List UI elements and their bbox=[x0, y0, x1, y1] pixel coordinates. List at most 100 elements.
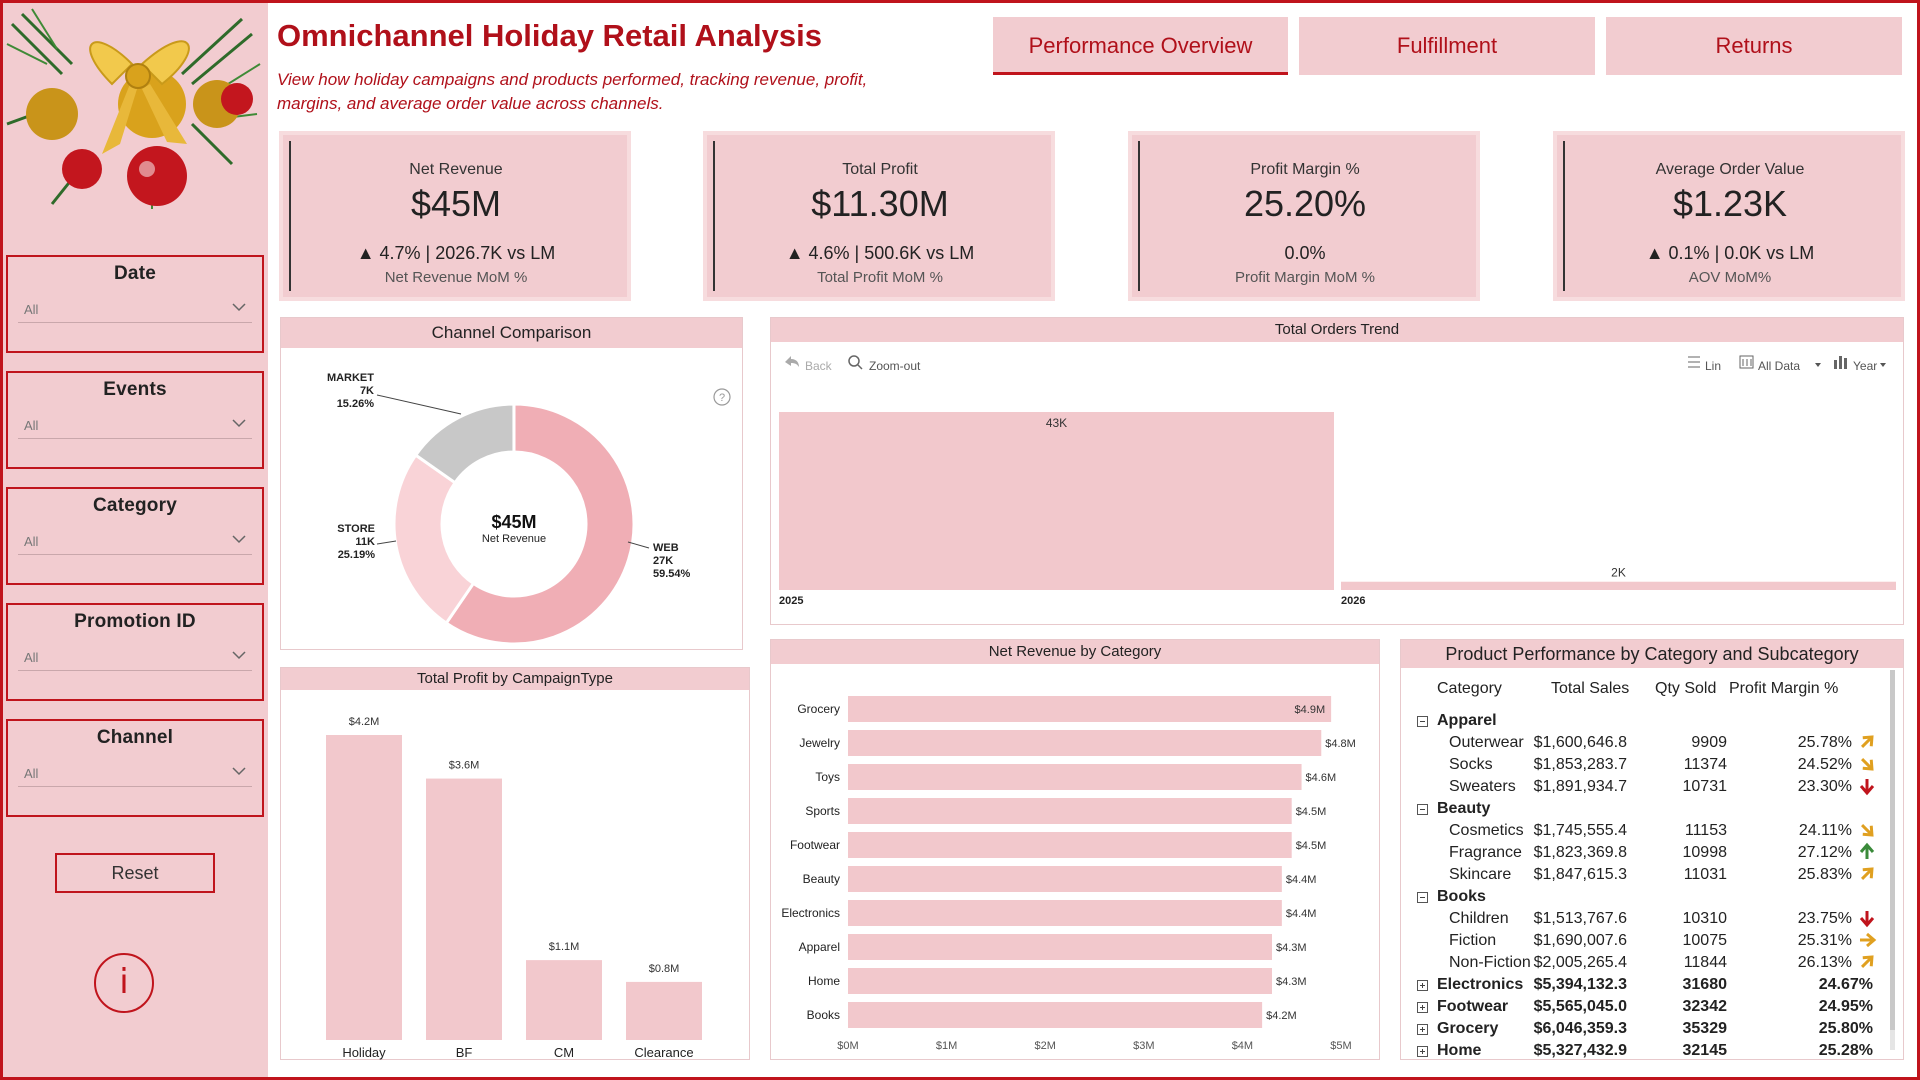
campaign-bar-cm[interactable] bbox=[526, 960, 602, 1040]
matrix-child-row[interactable]: Children $1,513,767.6 10310 23.75% bbox=[1409, 908, 1877, 930]
matrix-group-row[interactable]: Grocery $6,046,359.3 35329 25.80% bbox=[1409, 1018, 1877, 1040]
category-bar-jewelry[interactable] bbox=[848, 730, 1322, 756]
matrix-cell-profit-margin: 24.67% bbox=[1818, 976, 1873, 993]
kpi-subtitle: AOV MoM% bbox=[1688, 269, 1772, 286]
matrix-child-row[interactable]: Sweaters $1,891,934.7 10731 23.30% bbox=[1409, 776, 1877, 798]
matrix-scrollbar-thumb[interactable] bbox=[1890, 670, 1895, 1030]
reset-button[interactable]: Reset bbox=[55, 853, 215, 893]
all-data-label: All Data bbox=[1758, 359, 1800, 373]
campaign-bar-clearance[interactable] bbox=[626, 981, 702, 1040]
campaign-bar-value: $1.1M bbox=[549, 941, 580, 953]
profit-by-campaign-title: Total Profit by CampaignType bbox=[281, 668, 749, 690]
matrix-header-total-sales[interactable]: Total Sales bbox=[1551, 680, 1630, 697]
filter-channel-select[interactable]: All bbox=[18, 757, 252, 787]
campaign-bar-holiday[interactable] bbox=[326, 735, 402, 1040]
kpi-label: Total Profit bbox=[842, 161, 918, 178]
orders-bar-2025[interactable] bbox=[779, 412, 1334, 590]
matrix-group-row[interactable]: Beauty bbox=[1409, 798, 1877, 820]
kpi-value: 25.20% bbox=[1243, 183, 1367, 224]
matrix-group-row[interactable]: Home $5,327,432.9 32145 25.28% bbox=[1409, 1040, 1877, 1062]
matrix-header-profit-margin[interactable]: Profit Margin % bbox=[1729, 680, 1839, 697]
matrix-header-category[interactable]: Category bbox=[1437, 680, 1502, 697]
category-bar-grocery[interactable] bbox=[848, 696, 1332, 722]
category-bar-apparel[interactable] bbox=[848, 934, 1272, 960]
matrix-child-row[interactable]: Socks $1,853,283.7 11374 24.52% bbox=[1409, 754, 1877, 776]
orders-bar-2026[interactable] bbox=[1341, 581, 1896, 590]
filter-date-select[interactable]: All bbox=[18, 293, 252, 323]
matrix-child-row[interactable]: Outerwear $1,600,646.8 9909 25.78% bbox=[1409, 732, 1877, 754]
matrix-cell-qty-sold: 32145 bbox=[1682, 1042, 1728, 1059]
category-axis-label: Footwear bbox=[790, 838, 840, 852]
tab-performance-overview[interactable]: Performance Overview bbox=[993, 17, 1288, 75]
expand-icon[interactable] bbox=[1417, 1046, 1428, 1057]
matrix-cell-profit-margin: 23.75% bbox=[1797, 910, 1852, 927]
matrix-cell-qty-sold: 11374 bbox=[1683, 756, 1727, 773]
orders-trend-title: Total Orders Trend bbox=[771, 318, 1903, 342]
donut-slice-web[interactable] bbox=[444, 402, 636, 646]
campaign-bar-value: $0.8M bbox=[649, 963, 680, 975]
category-bar-value: $4.2M bbox=[1266, 1010, 1297, 1022]
matrix-child-row[interactable]: Fragrance $1,823,369.8 10998 27.12% bbox=[1409, 842, 1877, 864]
campaign-axis-label: BF bbox=[456, 1045, 473, 1060]
trend-arrow-icon bbox=[1859, 842, 1875, 859]
matrix-child-row[interactable]: Non-Fiction $2,005,265.4 11844 26.13% bbox=[1409, 952, 1877, 974]
chevron-down-icon bbox=[232, 419, 246, 428]
matrix-cell-qty-sold: 11031 bbox=[1683, 866, 1727, 883]
matrix-cell-profit-margin: 25.78% bbox=[1797, 734, 1852, 751]
donut-slice-store[interactable] bbox=[392, 453, 476, 626]
matrix-child-row[interactable]: Cosmetics $1,745,555.4 11153 24.11% bbox=[1409, 820, 1877, 842]
category-bar-books[interactable] bbox=[848, 1002, 1263, 1028]
all-data-dropdown[interactable]: All Data bbox=[1739, 355, 1821, 373]
matrix-cell-profit-margin: 25.28% bbox=[1818, 1042, 1873, 1059]
revenue-by-category-title: Net Revenue by Category bbox=[771, 640, 1379, 664]
matrix-cell-qty-sold: 10075 bbox=[1682, 932, 1728, 949]
expand-icon[interactable] bbox=[1417, 980, 1428, 991]
chevron-down-icon bbox=[232, 767, 246, 776]
expand-icon[interactable] bbox=[1417, 1024, 1428, 1035]
matrix-cell-category: Cosmetics bbox=[1449, 822, 1524, 839]
category-bar-value: $4.5M bbox=[1296, 806, 1327, 818]
collapse-icon[interactable] bbox=[1417, 716, 1428, 727]
filter-date: Date All bbox=[6, 255, 264, 353]
matrix-group-row[interactable]: Apparel bbox=[1409, 710, 1877, 732]
filter-events-select[interactable]: All bbox=[18, 409, 252, 439]
filter-promotion-id-select[interactable]: All bbox=[18, 641, 252, 671]
trend-arrow-icon bbox=[1859, 911, 1875, 928]
category-bar-footwear[interactable] bbox=[848, 832, 1292, 858]
help-icon[interactable]: ? bbox=[713, 388, 731, 406]
matrix-group-row[interactable]: Footwear $5,565,045.0 32342 24.95% bbox=[1409, 996, 1877, 1018]
donut-slice-market[interactable] bbox=[413, 402, 516, 485]
donut-label-store: 11K bbox=[355, 536, 375, 548]
matrix-cell-category: Skincare bbox=[1449, 866, 1512, 883]
matrix-scrollbar[interactable] bbox=[1890, 670, 1895, 1050]
orders-axis-label: 2025 bbox=[779, 595, 803, 607]
campaign-bar-bf[interactable] bbox=[426, 778, 502, 1040]
tab-fulfillment[interactable]: Fulfillment bbox=[1299, 17, 1595, 75]
kpi-subtitle: Profit Margin MoM % bbox=[1234, 269, 1376, 286]
zoom-out-button[interactable]: Zoom-out bbox=[848, 355, 921, 373]
collapse-icon[interactable] bbox=[1417, 804, 1428, 815]
filter-category-select[interactable]: All bbox=[18, 525, 252, 555]
tab-returns[interactable]: Returns bbox=[1606, 17, 1902, 75]
kpi-subtitle: Net Revenue MoM % bbox=[384, 269, 528, 286]
back-button[interactable]: Back bbox=[785, 356, 833, 373]
category-bar-electronics[interactable] bbox=[848, 900, 1282, 926]
collapse-icon[interactable] bbox=[1417, 892, 1428, 903]
kpi-delta: ▲ 0.1% | 0.0K vs LM bbox=[1645, 243, 1815, 263]
matrix-child-row[interactable]: Skincare $1,847,615.3 11031 25.83% bbox=[1409, 864, 1877, 886]
matrix-header-qty-sold[interactable]: Qty Sold bbox=[1655, 680, 1717, 697]
category-bar-home[interactable] bbox=[848, 968, 1272, 994]
matrix-child-row[interactable]: Fiction $1,690,007.6 10075 25.31% bbox=[1409, 930, 1877, 952]
info-icon[interactable]: i bbox=[94, 953, 154, 1013]
matrix-group-row[interactable]: Books bbox=[1409, 886, 1877, 908]
category-bar-toys[interactable] bbox=[848, 764, 1302, 790]
category-bar-beauty[interactable] bbox=[848, 866, 1282, 892]
category-bar-sports[interactable] bbox=[848, 798, 1292, 824]
matrix-group-row[interactable]: Electronics $5,394,132.3 31680 24.67% bbox=[1409, 974, 1877, 996]
christmas-ornament-logo bbox=[6, 8, 261, 209]
linear-scale-button[interactable]: Lin bbox=[1688, 356, 1721, 373]
filter-promotion-id-value: All bbox=[24, 650, 39, 665]
expand-icon[interactable] bbox=[1417, 1002, 1428, 1013]
year-dropdown[interactable]: Year bbox=[1834, 356, 1886, 373]
kpi-label: Profit Margin % bbox=[1250, 161, 1360, 178]
